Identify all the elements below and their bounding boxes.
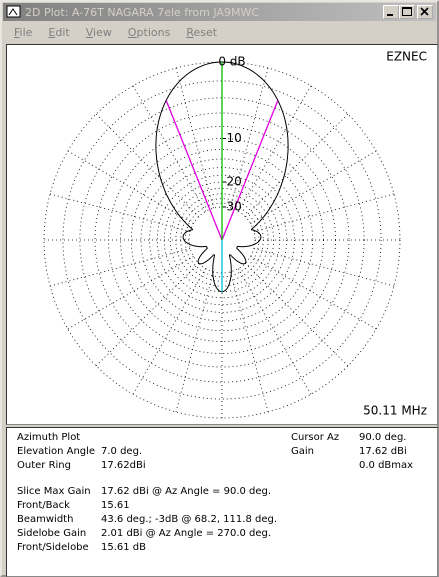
grid-spoke bbox=[253, 193, 395, 232]
app-icon bbox=[6, 5, 21, 18]
info-value: 17.62dBi bbox=[101, 460, 146, 471]
info-label: Elevation Angle bbox=[17, 446, 96, 457]
grid-spoke bbox=[95, 263, 199, 367]
grid-spoke bbox=[245, 263, 349, 367]
menu-item[interactable]: Edit bbox=[48, 26, 70, 39]
grid-spoke bbox=[253, 248, 395, 287]
info-panel: Azimuth Plot Elevation Angle 7.0 deg. Oute… bbox=[6, 427, 438, 577]
grid-spoke bbox=[175, 271, 214, 413]
info-value: 90.0 deg. bbox=[359, 432, 407, 443]
info-label: Front/Back bbox=[17, 500, 70, 511]
grid-ring bbox=[62, 80, 382, 400]
grid-spoke bbox=[175, 67, 214, 209]
info-label: Sidelobe Gain bbox=[17, 528, 87, 539]
grid-spoke bbox=[250, 256, 377, 330]
gain-max: 0.0 dBmax bbox=[359, 460, 414, 471]
info-value: 15.61 bbox=[101, 500, 130, 511]
info-label: Beamwidth bbox=[17, 514, 74, 525]
grid-spoke bbox=[49, 248, 191, 287]
grid-spoke bbox=[238, 268, 312, 395]
grid-ring bbox=[94, 112, 350, 368]
info-label: Gain bbox=[291, 446, 314, 457]
menu-item[interactable]: Options bbox=[127, 26, 171, 39]
info-value: 43.6 deg.; -3dB @ 68.2, 111.8 deg. bbox=[101, 514, 278, 525]
info-label: Front/Sidelobe bbox=[17, 542, 89, 553]
polar-plot: EZNEC 50.11 MHz 0 dB -10 -20 -30 bbox=[43, 50, 427, 419]
menu-bar: File Edit View Options Reset bbox=[6, 24, 225, 42]
grid-spoke bbox=[49, 193, 191, 232]
menu-item[interactable]: Reset bbox=[186, 26, 218, 39]
ring-label: -30 bbox=[222, 200, 242, 214]
grid-ring bbox=[79, 97, 365, 383]
grid-spoke bbox=[67, 256, 194, 330]
pattern-curve bbox=[155, 61, 289, 293]
grid-ring bbox=[184, 202, 260, 278]
minimize-button[interactable] bbox=[383, 5, 399, 19]
grid-ring bbox=[43, 61, 401, 419]
grid-ring bbox=[130, 148, 314, 332]
brand: EZNEC bbox=[386, 50, 427, 64]
beamwidth-line bbox=[165, 100, 223, 241]
grid-spoke bbox=[238, 85, 312, 212]
grid-spoke bbox=[132, 85, 206, 212]
maximize-button[interactable] bbox=[399, 5, 415, 19]
grid-spoke bbox=[132, 268, 206, 395]
grid-spoke bbox=[95, 113, 199, 217]
info-value: 7.0 deg. bbox=[101, 446, 143, 457]
beamwidth-line bbox=[221, 100, 279, 241]
plot-type: Azimuth Plot bbox=[17, 432, 81, 443]
menu-item[interactable]: View bbox=[85, 26, 112, 39]
title-bar: 2D Plot: A-76T NAGARA 7ele from JA9MWC bbox=[3, 3, 436, 21]
info-value: 17.62 dBi bbox=[359, 446, 407, 457]
info-label: Cursor Az bbox=[291, 432, 340, 443]
info-value: 2.01 dBi @ Az Angle = 270.0 deg. bbox=[101, 528, 272, 539]
info-label: Slice Max Gain bbox=[17, 486, 91, 497]
menu-item[interactable]: File bbox=[14, 26, 33, 39]
frequency: 50.11 MHz bbox=[363, 404, 427, 418]
grid-spoke bbox=[67, 150, 194, 224]
grid-spoke bbox=[230, 67, 269, 209]
info-value: 17.62 dBi @ Az Angle = 90.0 deg. bbox=[101, 486, 272, 497]
plot-area: EZNEC 50.11 MHz 0 dB -10 -20 -30 bbox=[6, 44, 438, 425]
info-value: 15.61 dB bbox=[101, 542, 147, 553]
close-button[interactable] bbox=[417, 5, 433, 19]
info-label: Outer Ring bbox=[17, 460, 71, 471]
ring-label: 0 dB bbox=[218, 55, 245, 69]
ring-label: -10 bbox=[222, 131, 242, 145]
grid-spoke bbox=[250, 150, 377, 224]
ring-label: -20 bbox=[222, 175, 242, 189]
grid-spoke bbox=[230, 271, 269, 413]
grid-ring bbox=[169, 187, 275, 293]
grid-spoke bbox=[245, 113, 349, 217]
window-title: 2D Plot: A-76T NAGARA 7ele from JA9MWC bbox=[25, 6, 259, 19]
